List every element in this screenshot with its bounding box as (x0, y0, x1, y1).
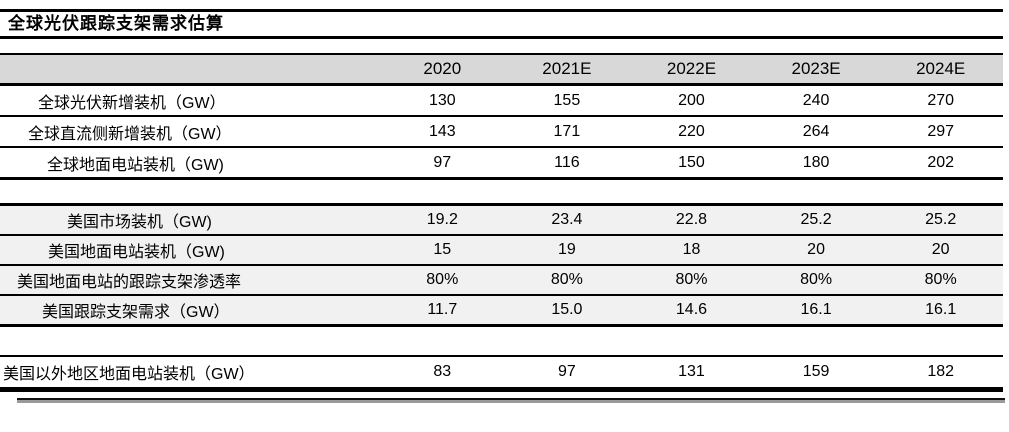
page-title: 全球光伏跟踪支架需求估算 (8, 14, 224, 33)
value-cell: 200 (678, 91, 705, 109)
year-column-header: 2020 (423, 59, 462, 78)
value-cell: 202 (927, 153, 955, 171)
row-label: 美国市场装机（GW) (67, 214, 212, 231)
table-row: 美国地面电站装机（GW) 15 19 18 20 20 (0, 236, 1003, 266)
row-label: 美国地面电站的跟踪支架渗透率 (17, 274, 242, 291)
value-cell: 80% (550, 271, 583, 288)
value-cell: 11.7 (427, 301, 458, 318)
value-cell: 182 (927, 363, 955, 380)
row-label: 全球光伏新增装机（GW） (38, 94, 226, 112)
value-cell: 97 (433, 153, 452, 171)
value-cell: 23.4 (551, 211, 583, 228)
value-cell: 15 (433, 241, 452, 258)
section-gap (0, 180, 1003, 203)
table-row: 全球光伏新增装机（GW） 130 155 200 240 270 (0, 86, 1003, 117)
section-gap (0, 327, 1003, 355)
value-cell: 143 (428, 122, 456, 140)
value-cell: 80% (800, 271, 833, 288)
value-cell: 130 (428, 91, 456, 109)
table-closing-rule (0, 389, 1003, 392)
table-row: 美国以外地区地面电站装机（GW） 83 97 131 159 182 (0, 357, 1003, 387)
value-cell: 25.2 (925, 211, 957, 228)
value-cell: 19.2 (426, 211, 458, 228)
value-cell: 116 (554, 153, 580, 171)
report-table-page: 全球光伏跟踪支架需求估算 2020 2021E 2022E 2023E 2024E 全球… (0, 9, 1009, 432)
value-cell: 131 (678, 363, 705, 380)
value-cell: 83 (433, 363, 452, 380)
next-table-top-bar (17, 398, 1005, 403)
value-cell: 80% (675, 271, 708, 288)
row-label: 美国地面电站装机（GW) (48, 244, 225, 261)
spacer (0, 39, 1009, 53)
value-cell: 171 (553, 122, 581, 140)
value-cell: 16.1 (925, 301, 957, 318)
value-cell: 19 (557, 241, 576, 258)
value-cell: 15.0 (551, 301, 583, 318)
title-underline-rule (0, 36, 1003, 39)
table-row: 全球地面电站装机（GW) 97 116 150 180 202 (0, 148, 1003, 180)
value-cell: 20 (807, 241, 825, 258)
value-cell: 264 (802, 122, 830, 140)
year-column-header: 2021E (542, 59, 592, 78)
table-row: 全球直流侧新增装机（GW） 143 171 220 264 297 (0, 117, 1003, 148)
value-cell: 14.6 (675, 301, 708, 318)
value-cell: 150 (678, 153, 705, 171)
value-cell: 20 (931, 241, 950, 258)
value-cell: 297 (927, 122, 955, 140)
value-cell: 18 (682, 241, 701, 258)
value-cell: 220 (678, 122, 705, 140)
year-column-header: 2024E (916, 59, 966, 78)
table-section-global: 全球光伏新增装机（GW） 130 155 200 240 270 全球直流侧新增装机（GW）… (0, 86, 1003, 180)
demand-estimate-table: 2020 2021E 2022E 2023E 2024E 全球光伏新增装机（GW） 130… (0, 53, 1003, 389)
value-cell: 155 (553, 91, 581, 109)
value-cell: 97 (557, 363, 576, 380)
bar-black-edge (17, 398, 1005, 400)
row-label: 美国跟踪支架需求（GW） (42, 304, 230, 321)
table-row: 美国市场装机（GW) 19.2 23.4 22.8 25.2 25.2 (0, 206, 1003, 236)
table-header-row: 2020 2021E 2022E 2023E 2024E (0, 53, 1003, 86)
value-cell: 22.8 (675, 211, 708, 228)
value-cell: 16.1 (800, 301, 832, 318)
table-section-us: 美国市场装机（GW) 19.2 23.4 22.8 25.2 25.2 美国地面电站装机（G… (0, 203, 1003, 327)
value-cell: 159 (802, 363, 830, 380)
year-column-header: 2023E (791, 59, 841, 78)
value-cell: 80% (426, 271, 459, 288)
table-section-ex-us: 美国以外地区地面电站装机（GW） 83 97 131 159 182 (0, 355, 1003, 389)
bar-gray-shadow (17, 400, 1005, 403)
value-cell: 270 (927, 91, 955, 109)
value-cell: 240 (802, 91, 830, 109)
table-row: 美国跟踪支架需求（GW） 11.7 15.0 14.6 16.1 16.1 (0, 296, 1003, 324)
value-cell: 80% (924, 271, 957, 288)
table-row: 美国地面电站的跟踪支架渗透率 80% 80% 80% 80% 80% (0, 266, 1003, 296)
row-label: 美国以外地区地面电站装机（GW） (3, 366, 255, 383)
value-cell: 25.2 (800, 211, 832, 228)
title-top-rule (0, 9, 1003, 12)
value-cell: 180 (802, 153, 830, 171)
row-label: 全球直流侧新增装机（GW） (28, 125, 232, 143)
row-label: 全球地面电站装机（GW) (47, 156, 224, 174)
year-column-header: 2022E (666, 59, 717, 78)
